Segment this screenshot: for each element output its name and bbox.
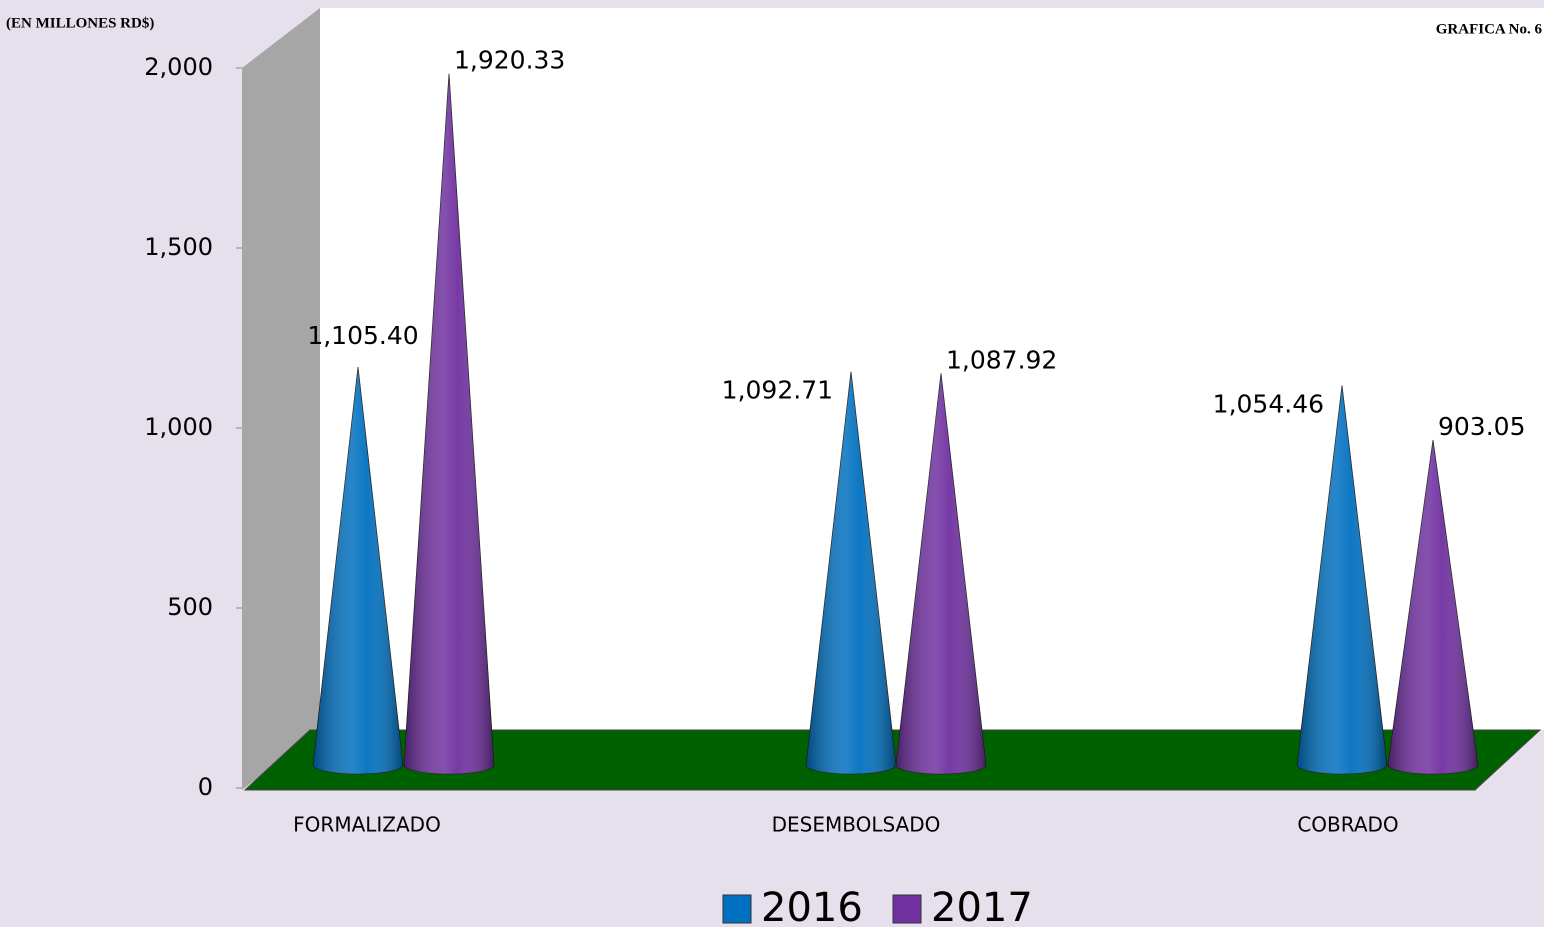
y-tick-label: 0 [198,773,213,801]
value-label: 1,105.40 [307,321,418,350]
y-tick-label: 2,000 [144,53,213,81]
y-tick-label: 500 [167,593,213,621]
value-label: 1,092.71 [722,376,833,405]
cone-shade [404,73,494,774]
value-label: 903.05 [1438,412,1525,441]
chart-number: GRAFICA No. 6 [1436,21,1543,37]
side-wall [242,8,320,790]
cone-shade [1388,439,1478,774]
cone-shade [313,367,403,774]
legend-swatch [722,894,752,924]
value-label: 1,054.46 [1213,389,1324,418]
legend-label: 2016 [761,885,863,927]
value-label: 1,920.33 [454,46,565,75]
axis-unit-label: (EN MILLONES RD$) [6,15,154,31]
cone-shade [806,371,896,774]
y-tick-label: 1,000 [144,413,213,441]
x-tick-label: FORMALIZADO [293,813,441,837]
cone-shade [896,373,986,774]
back-wall [320,8,1544,730]
x-tick-label: COBRADO [1297,813,1398,837]
legend-label: 2017 [931,885,1033,927]
cone-shade [1297,385,1387,774]
legend-swatch [892,894,922,924]
y-tick-label: 1,500 [144,233,213,261]
value-label: 1,087.92 [946,345,1057,374]
x-tick-label: DESEMBOLSADO [772,813,941,837]
